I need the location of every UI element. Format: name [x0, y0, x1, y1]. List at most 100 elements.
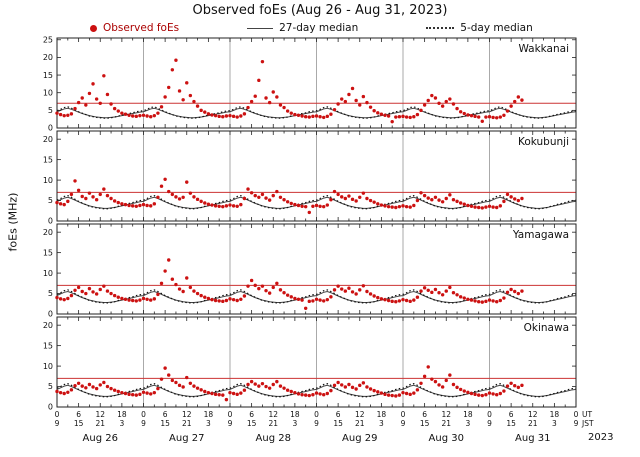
x-tick-label-jst: 21: [182, 419, 192, 428]
median27-line: [56, 196, 577, 209]
x-tick-label-ut: 6: [163, 410, 168, 419]
panel-station-label: Okinawa: [524, 322, 569, 334]
day-label: Aug 29: [342, 433, 377, 444]
x-tick-label-ut: 6: [76, 410, 81, 419]
dotted-line-icon: [426, 27, 455, 29]
x-tick-label-jst: 21: [441, 419, 451, 428]
x-tick-label-ut: 18: [377, 410, 387, 419]
x-tick-label-jst: 15: [420, 419, 430, 428]
y-tick-label: 0: [48, 310, 53, 319]
x-tick-label-ut: 12: [355, 410, 365, 419]
x-tick-label-ut: 12: [268, 410, 278, 419]
y-tick-label: 10: [43, 176, 53, 185]
panel-frame: [56, 223, 577, 315]
solid-line-icon: [247, 27, 274, 29]
x-tick-label-jst: 21: [528, 419, 538, 428]
y-tick-label: 15: [43, 248, 53, 257]
x-tick-label-ut: 18: [550, 410, 560, 419]
observed-series: [55, 365, 524, 402]
x-tick-label-jst: 9: [55, 419, 60, 428]
y-tick-label: 15: [43, 71, 53, 80]
x-tick-label-jst: 9: [228, 419, 233, 428]
x-tick-label-ut: 6: [509, 410, 514, 419]
x-tick-label-ut: 0: [401, 410, 406, 419]
panel-frame: [56, 130, 577, 222]
y-tick-label: 5: [48, 289, 53, 298]
jst-axis-label: JST: [582, 419, 594, 428]
observed-series: [55, 58, 524, 124]
legend-observed-label: Observed foEs: [103, 22, 180, 34]
legend-item-median5: 5-day median: [426, 22, 533, 34]
x-tick-label-ut: 0: [228, 410, 233, 419]
y-tick-label: 20: [43, 321, 53, 330]
x-tick-label-jst: 9: [314, 419, 319, 428]
y-tick-label: 0: [48, 124, 53, 133]
year-label: 2023: [588, 432, 614, 443]
x-tick-label-jst: 21: [355, 419, 365, 428]
x-tick-label-jst: 21: [268, 419, 278, 428]
x-tick-label-ut: 0: [55, 410, 60, 419]
x-tick-label-ut: 0: [574, 410, 579, 419]
day-label: Aug 26: [83, 433, 118, 444]
x-tick-label-jst: 15: [333, 419, 343, 428]
median27-line: [56, 107, 577, 119]
y-tick-label: 0: [48, 217, 53, 226]
median5-line: [56, 106, 577, 119]
x-tick-label-ut: 12: [441, 410, 451, 419]
day-label: Aug 27: [169, 433, 204, 444]
panel-frame: [56, 37, 577, 129]
x-tick-label-jst: 15: [247, 419, 257, 428]
x-tick-label-ut: 6: [336, 410, 341, 419]
panel-station-label: Wakkanai: [518, 43, 569, 55]
legend-median27-label: 27-day median: [279, 22, 359, 34]
y-tick-label: 15: [43, 341, 53, 350]
panel-okinawa: 0 5 10 15 20 Okinawa: [43, 316, 577, 412]
legend-median5-label: 5-day median: [460, 22, 533, 34]
x-tick-label-ut: 18: [117, 410, 127, 419]
x-tick-label-jst: 21: [95, 419, 105, 428]
x-tick-label-ut: 0: [314, 410, 319, 419]
y-tick-label: 0: [48, 403, 53, 412]
x-tick-label-jst: 3: [465, 419, 470, 428]
y-tick-label: 15: [43, 155, 53, 164]
x-tick-label-jst: 9: [401, 419, 406, 428]
x-tick-label-ut: 0: [487, 410, 492, 419]
x-tick-label-ut: 6: [249, 410, 254, 419]
median27-line: [56, 290, 577, 304]
x-tick-label-jst: 3: [552, 419, 557, 428]
median5-line: [56, 289, 577, 304]
panel-wakkanai: 0 5 10 15 20 25 Wakkanai: [43, 35, 577, 133]
median27-line: [56, 384, 577, 397]
day-label: Aug 30: [429, 433, 464, 444]
x-tick-label-jst: 3: [292, 419, 297, 428]
x-tick-label-jst: 15: [74, 419, 84, 428]
observed-series: [55, 258, 524, 310]
observed-series: [55, 177, 524, 215]
y-tick-label: 5: [48, 196, 53, 205]
x-tick-label-ut: 18: [204, 410, 214, 419]
x-tick-label-ut: 18: [463, 410, 473, 419]
x-tick-label-jst: 9: [574, 419, 579, 428]
x-tick-label-ut: 12: [95, 410, 105, 419]
panel-kokubunji: 0 5 10 15 20 Kokubunji: [43, 130, 577, 226]
x-tick-label-ut: 12: [528, 410, 538, 419]
panel-frame: [56, 316, 577, 408]
day-label: Aug 31: [515, 433, 550, 444]
x-tick-label-ut: 0: [141, 410, 146, 419]
y-tick-label: 5: [48, 382, 53, 391]
x-tick-label-jst: 3: [206, 419, 211, 428]
x-tick-label-ut: 6: [422, 410, 427, 419]
median5-line: [56, 195, 577, 210]
x-tick-label-jst: 15: [160, 419, 170, 428]
x-tick-label-jst: 3: [119, 419, 124, 428]
y-tick-label: 10: [43, 88, 53, 97]
y-tick-label: 20: [43, 53, 53, 62]
y-tick-label: 5: [48, 106, 53, 115]
y-tick-label: 10: [43, 362, 53, 371]
x-tick-label-jst: 9: [141, 419, 146, 428]
legend-item-observed: Observed foEs: [90, 22, 179, 34]
x-tick-label-ut: 12: [182, 410, 192, 419]
legend-item-median27: 27-day median: [247, 22, 358, 34]
